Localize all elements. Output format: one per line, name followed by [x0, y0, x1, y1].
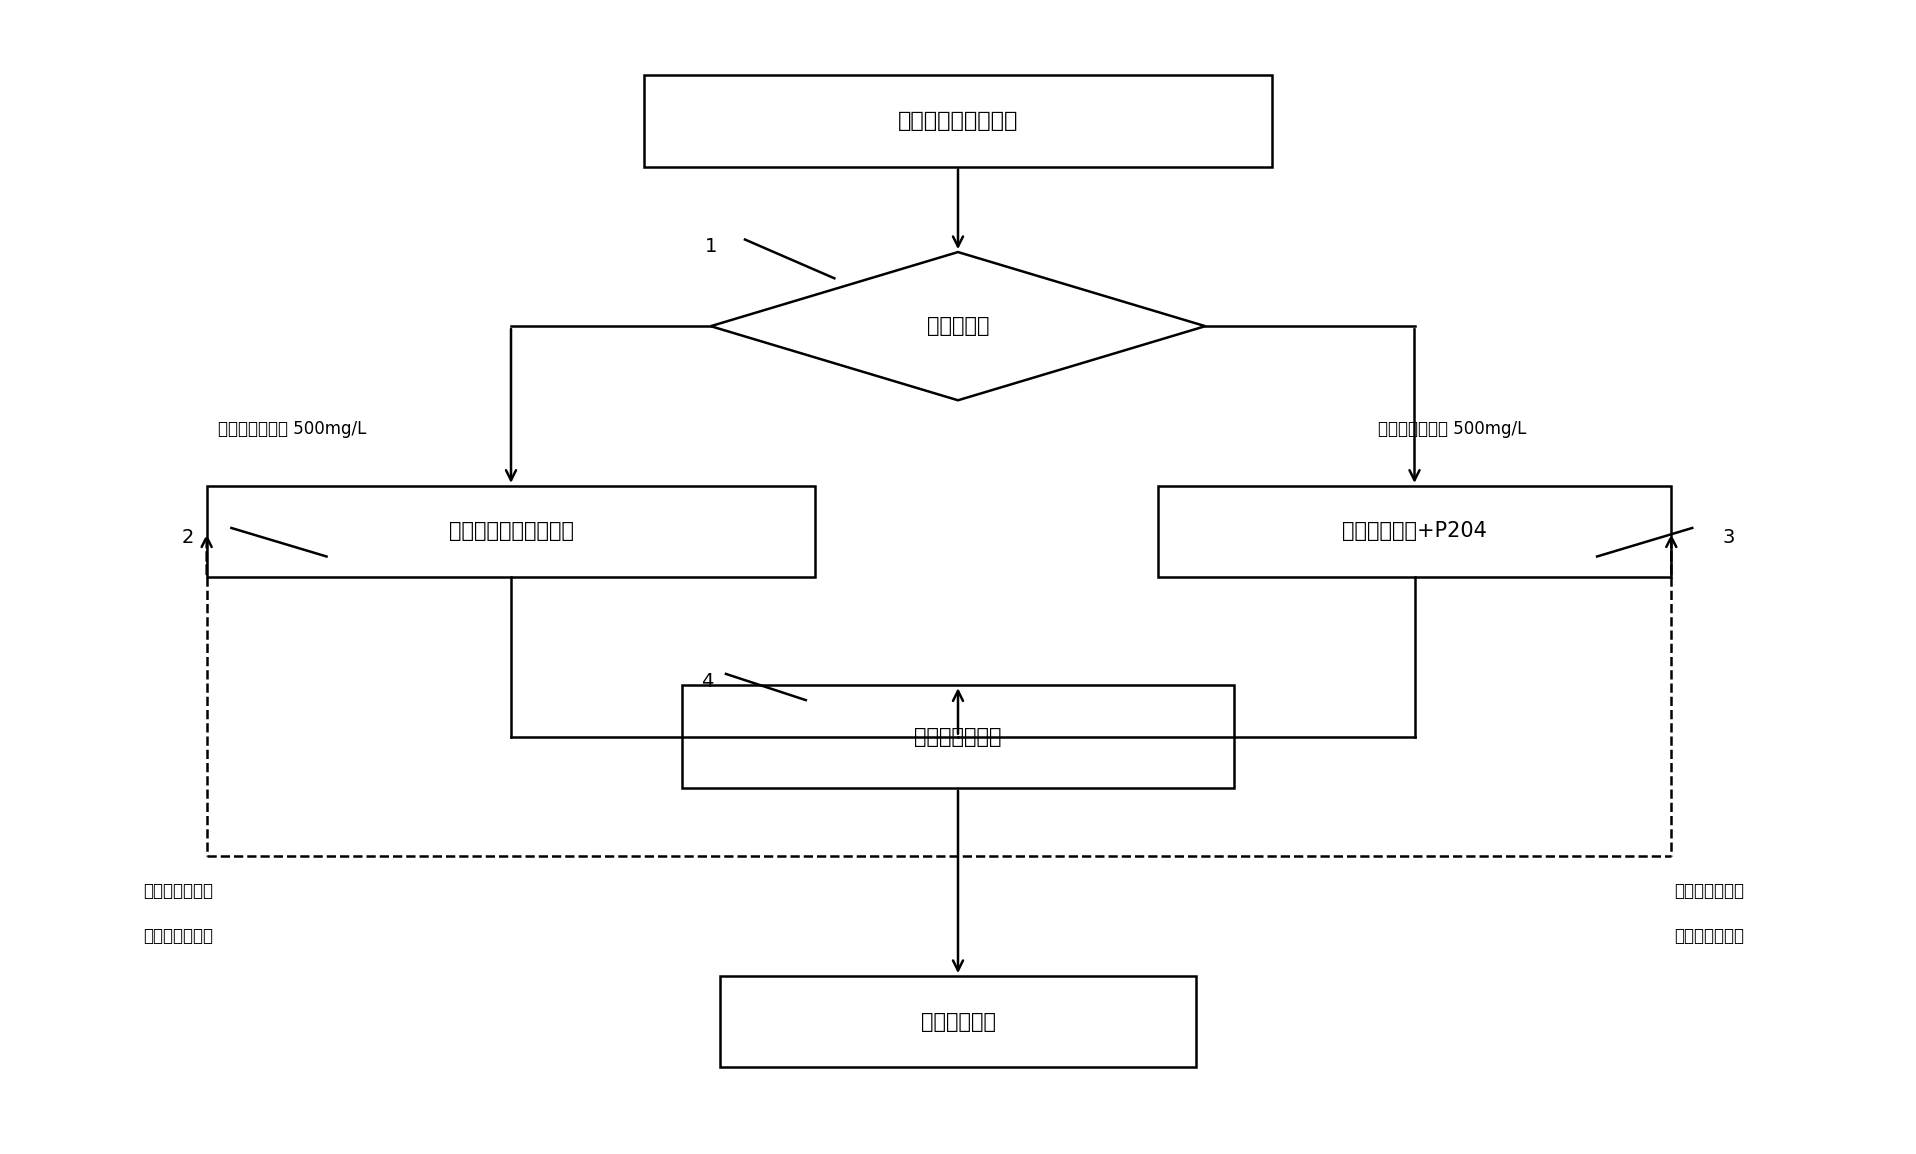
- Text: 2: 2: [182, 527, 194, 547]
- Text: 镍离子浓度小于 500mg/L: 镍离子浓度小于 500mg/L: [218, 420, 366, 437]
- Text: 萃余液循环利用: 萃余液循环利用: [144, 927, 213, 945]
- FancyBboxPatch shape: [720, 976, 1196, 1067]
- Text: 含室温离子液体: 含室温离子液体: [144, 882, 213, 899]
- Text: 3: 3: [1722, 527, 1734, 547]
- Polygon shape: [711, 252, 1205, 400]
- Text: 红土镍矿生物浸出液: 红土镍矿生物浸出液: [899, 111, 1017, 130]
- Text: 1: 1: [705, 237, 717, 256]
- Text: 含室温离子液体: 含室温离子液体: [1675, 882, 1744, 899]
- Text: 萃取液加酸反萃: 萃取液加酸反萃: [914, 727, 1002, 747]
- Text: 镍离子富集液: 镍离子富集液: [920, 1012, 996, 1032]
- FancyBboxPatch shape: [644, 75, 1272, 166]
- FancyBboxPatch shape: [1157, 486, 1671, 577]
- Text: 萃余液循环利用: 萃余液循环利用: [1675, 927, 1744, 945]
- Text: 室温离子液体直接萃取: 室温离子液体直接萃取: [448, 522, 573, 541]
- Text: 浸出液分析: 浸出液分析: [927, 316, 989, 336]
- FancyBboxPatch shape: [207, 486, 816, 577]
- Text: 室温离子液体+P204: 室温离子液体+P204: [1341, 522, 1487, 541]
- Text: 4: 4: [701, 673, 713, 691]
- FancyBboxPatch shape: [682, 685, 1234, 788]
- Text: 镍离子浓度大于 500mg/L: 镍离子浓度大于 500mg/L: [1378, 420, 1527, 437]
